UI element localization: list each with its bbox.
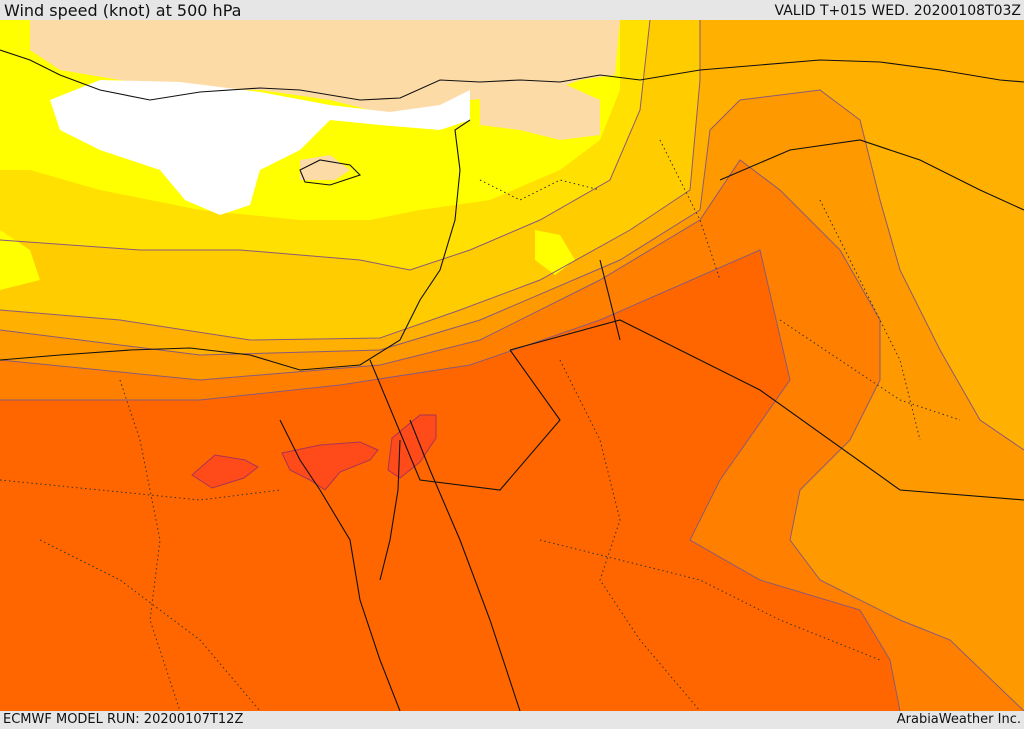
zone-red-orange-aqaba [387,414,437,479]
internal-borders [0,139,961,711]
contour-lines [0,20,1024,711]
footer-bar: ECMWF MODEL RUN: 20200107T12Z ArabiaWeat… [0,711,1024,729]
zone-land-beige [30,20,620,115]
zone-yellow-west [0,230,40,290]
model-run-label: ECMWF MODEL RUN: 20200107T12Z [3,712,244,727]
zone-land-beige-turkey-east [480,82,600,140]
header-bar: Wind speed (knot) at 500 hPa VALID T+015… [0,0,1024,20]
coastlines [0,49,1024,711]
credit-label: ArabiaWeather Inc. [896,712,1021,727]
zone-land-beige-cyprus [300,155,350,180]
map-title: Wind speed (knot) at 500 hPa [4,1,242,20]
valid-time-label: VALID T+015 WED. 20200108T03Z [774,3,1021,19]
wind-speed-map [0,20,1024,711]
zone-yellow-egypt [535,230,575,275]
zone-calm-white [50,80,470,215]
zone-red-orange-egypt [191,454,259,489]
zone-red-orange-sinai [281,441,379,491]
